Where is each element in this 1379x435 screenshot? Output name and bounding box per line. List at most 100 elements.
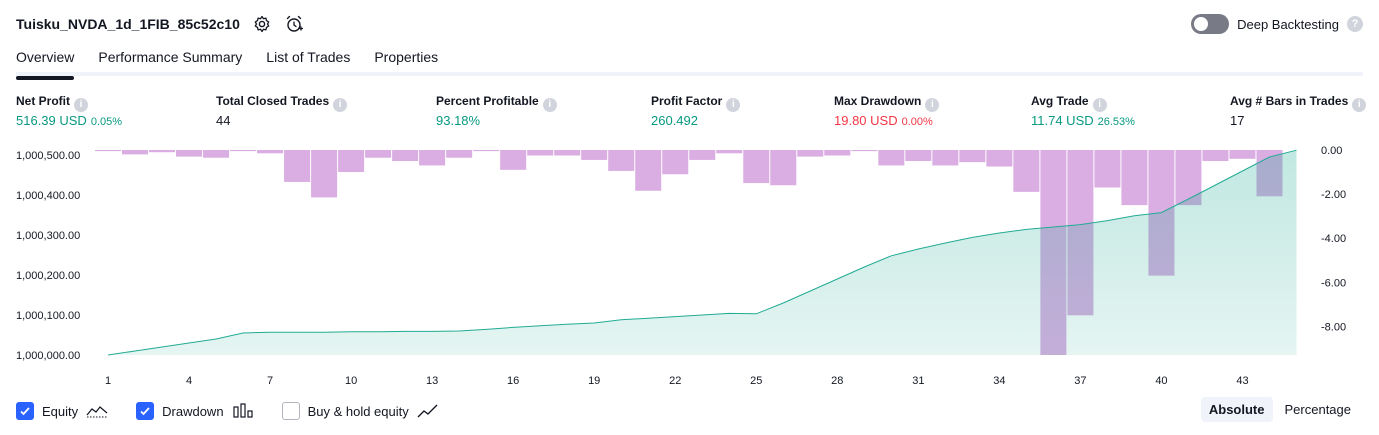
x-tick-label: 43 xyxy=(1236,375,1248,387)
drawdown-bar xyxy=(554,150,581,156)
drawdown-bar xyxy=(149,150,176,153)
x-tick-label: 16 xyxy=(507,375,519,387)
question-icon[interactable]: ? xyxy=(1347,16,1363,32)
drawdown-bar xyxy=(581,150,608,160)
info-icon[interactable]: i xyxy=(726,98,741,112)
metric-percent: 26.53% xyxy=(1097,116,1135,128)
metric-value: 93.18% xyxy=(436,113,481,128)
tab-performance-summary[interactable]: Performance Summary xyxy=(98,49,243,65)
metric-label: Percent Profitable xyxy=(436,94,539,108)
drawdown-bar xyxy=(905,150,932,162)
alarm-clock-plus-icon[interactable] xyxy=(284,14,304,34)
y-right-tick-label: 0.00 xyxy=(1321,145,1342,157)
drawdown-bar xyxy=(770,150,797,186)
drawdown-bar xyxy=(500,150,527,170)
drawdown-bar xyxy=(257,150,284,154)
drawdown-bar xyxy=(527,150,554,156)
scale-switch: Absolute Percentage xyxy=(1200,397,1359,422)
metric-max-drawdown: Max Drawdown i 19.80 USD 0.00% xyxy=(834,93,940,128)
info-icon[interactable]: i xyxy=(333,98,348,112)
drawdown-bar xyxy=(716,150,743,154)
x-tick-label: 4 xyxy=(186,375,192,387)
tab-list-of-trades[interactable]: List of Trades xyxy=(266,49,351,65)
equity-line xyxy=(107,149,1297,356)
drawdown-bar xyxy=(338,150,365,173)
metric-value: 19.80 USD xyxy=(834,113,898,128)
metric-percent: 0.00% xyxy=(901,116,933,128)
equity-area xyxy=(108,150,1297,355)
x-tick-label: 40 xyxy=(1155,375,1167,387)
chart-legend: Equity Drawdown Buy & hold equity xyxy=(16,400,451,422)
drawdown-bar xyxy=(797,150,824,157)
info-icon[interactable]: i xyxy=(74,98,88,112)
metric-avg-trade: Avg Trade i 11.74 USD 26.53% xyxy=(1031,93,1135,128)
drawdown-bar xyxy=(176,150,203,157)
metric-value: 11.74 USD xyxy=(1031,113,1094,128)
tab-properties[interactable]: Properties xyxy=(374,49,439,65)
x-tick-label: 22 xyxy=(669,375,681,387)
x-tick-label: 25 xyxy=(750,375,762,387)
strategy-name: Tuisku_NVDA_1d_1FIB_85c52c10 xyxy=(16,16,240,32)
metric-net-profit: Net Profit i 516.39 USD 0.05% xyxy=(16,93,122,128)
legend-drawdown[interactable]: Drawdown xyxy=(136,402,253,420)
y-left-tick-label: 1,000,200.00 xyxy=(16,270,80,282)
drawdown-bar xyxy=(1121,150,1148,206)
metric-label: Max Drawdown xyxy=(834,94,922,108)
drawdown-bar xyxy=(662,150,689,175)
x-tick-label: 31 xyxy=(912,375,924,387)
drawdown-bar xyxy=(932,150,959,166)
metric-value: 17 xyxy=(1230,113,1245,128)
metric-value: 44 xyxy=(216,113,231,128)
y-left-tick-label: 1,000,000.00 xyxy=(16,350,80,362)
legend-label: Buy & hold equity xyxy=(307,403,409,419)
drawdown-bar xyxy=(1229,150,1256,159)
buy-hold-checkbox[interactable] xyxy=(281,402,300,420)
y-right-tick-label: -8.00 xyxy=(1321,321,1346,333)
x-tick-label: 28 xyxy=(831,375,843,387)
drawdown-checkbox[interactable] xyxy=(136,402,155,420)
drawdown-bar xyxy=(392,150,419,162)
y-left-tick-label: 1,000,500.00 xyxy=(16,150,80,162)
gear-icon[interactable] xyxy=(252,14,272,34)
drawdown-bar xyxy=(851,150,878,152)
info-icon[interactable]: i xyxy=(542,98,557,112)
percentage-button[interactable]: Percentage xyxy=(1284,402,1352,417)
metric-label: Net Profit xyxy=(16,94,70,108)
y-right-tick-label: -6.00 xyxy=(1321,277,1346,289)
metric-avg-bars-in-trades: Avg # Bars in Trades i 17 xyxy=(1230,93,1367,128)
x-tick-label: 10 xyxy=(345,375,357,387)
drawdown-bar xyxy=(1013,150,1040,192)
equity-line-icon xyxy=(86,403,108,419)
legend-buy-hold[interactable]: Buy & hold equity xyxy=(281,402,439,420)
legend-equity[interactable]: Equity xyxy=(16,402,108,420)
metric-total-closed-trades: Total Closed Trades i 44 xyxy=(216,93,348,128)
metric-label: Total Closed Trades xyxy=(216,94,330,108)
drawdown-bar xyxy=(743,150,770,184)
metric-value: 260.492 xyxy=(651,113,698,128)
x-tick-label: 37 xyxy=(1074,375,1086,387)
info-icon[interactable]: i xyxy=(1352,98,1367,112)
deep-backtesting-toggle[interactable] xyxy=(1191,14,1230,34)
info-icon[interactable]: i xyxy=(925,98,940,112)
legend-label: Drawdown xyxy=(162,403,224,419)
y-right-tick-label: -2.00 xyxy=(1321,189,1346,201)
absolute-button[interactable]: Absolute xyxy=(1200,397,1273,422)
x-tick-label: 1 xyxy=(105,375,111,387)
drawdown-bar xyxy=(122,150,149,155)
y-left-tick-label: 1,000,100.00 xyxy=(16,310,80,322)
drawdown-bar xyxy=(284,150,311,182)
tab-overview[interactable]: Overview xyxy=(16,44,75,80)
toggle-knob xyxy=(1194,17,1209,31)
buy-hold-line-icon xyxy=(417,403,439,419)
equity-drawdown-chart[interactable]: 1,000,500.00 1,000,400.00 1,000,300.00 1,00… xyxy=(0,140,1379,395)
drawdown-bar xyxy=(689,150,716,160)
info-icon[interactable]: i xyxy=(1092,98,1107,112)
x-tick-label: 19 xyxy=(588,375,600,387)
metric-label: Avg # Bars in Trades xyxy=(1230,94,1349,108)
y-left-tick-label: 1,000,300.00 xyxy=(16,230,80,242)
drawdown-bar xyxy=(419,150,446,166)
metric-value: 516.39 USD xyxy=(16,113,87,128)
drawdown-bar xyxy=(635,150,662,191)
drawdown-bar xyxy=(986,150,1013,167)
equity-checkbox[interactable] xyxy=(16,402,34,420)
